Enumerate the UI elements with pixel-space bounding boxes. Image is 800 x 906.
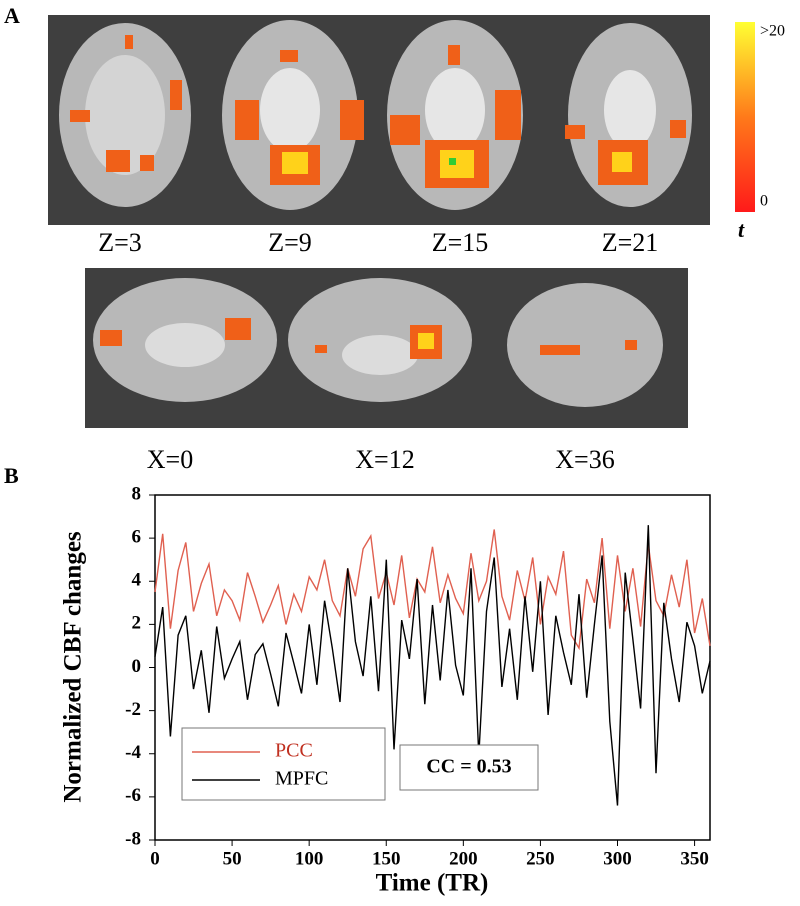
panel-label: B <box>4 463 19 488</box>
slice-label: Z=3 <box>98 228 142 257</box>
y-tick-label: -6 <box>125 785 141 806</box>
y-tick-label: 4 <box>132 570 142 591</box>
y-tick-label: 0 <box>132 656 142 677</box>
y-tick-label: 6 <box>132 526 142 547</box>
x-tick-label: 100 <box>295 848 324 869</box>
colorbar-max: >20 <box>760 23 785 40</box>
slice-label: Z=9 <box>268 228 312 257</box>
x-tick-label: 200 <box>449 848 478 869</box>
legend-label: MPFC <box>275 768 328 790</box>
y-tick-label: 8 <box>132 483 142 504</box>
colorbar <box>735 22 755 212</box>
slice-label: X=36 <box>555 445 614 474</box>
colorbar-min: 0 <box>760 193 768 210</box>
x-tick-label: 50 <box>223 848 242 869</box>
x-tick-label: 150 <box>372 848 401 869</box>
series-line <box>154 529 711 651</box>
x-tick-label: 350 <box>680 848 709 869</box>
y-tick-label: -2 <box>125 699 141 720</box>
y-tick-label: 2 <box>132 613 142 634</box>
axial-brains <box>59 20 692 210</box>
x-axis-title: Time (TR) <box>376 870 489 897</box>
y-tick-label: -8 <box>125 828 141 849</box>
slice-label: X=12 <box>355 445 414 474</box>
slice-label: Z=21 <box>602 228 659 257</box>
x-tick-label: 250 <box>526 848 555 869</box>
sagittal-brains <box>93 278 663 407</box>
y-axis-title: Normalized CBF changes <box>60 531 87 803</box>
x-tick-label: 300 <box>603 848 632 869</box>
legend-label: PCC <box>275 740 313 762</box>
annotation-box <box>399 744 539 791</box>
annotation: CC = 0.53 <box>426 756 511 778</box>
y-tick-label: -4 <box>125 742 141 763</box>
slice-label: X=0 <box>147 445 193 474</box>
legend <box>181 727 386 801</box>
x-tick-label: 0 <box>150 848 160 869</box>
panel-label: A <box>4 3 20 28</box>
plot <box>154 525 711 806</box>
series-line <box>154 525 711 806</box>
slice-label: Z=15 <box>432 228 489 257</box>
colorbar-title: t <box>738 217 745 242</box>
